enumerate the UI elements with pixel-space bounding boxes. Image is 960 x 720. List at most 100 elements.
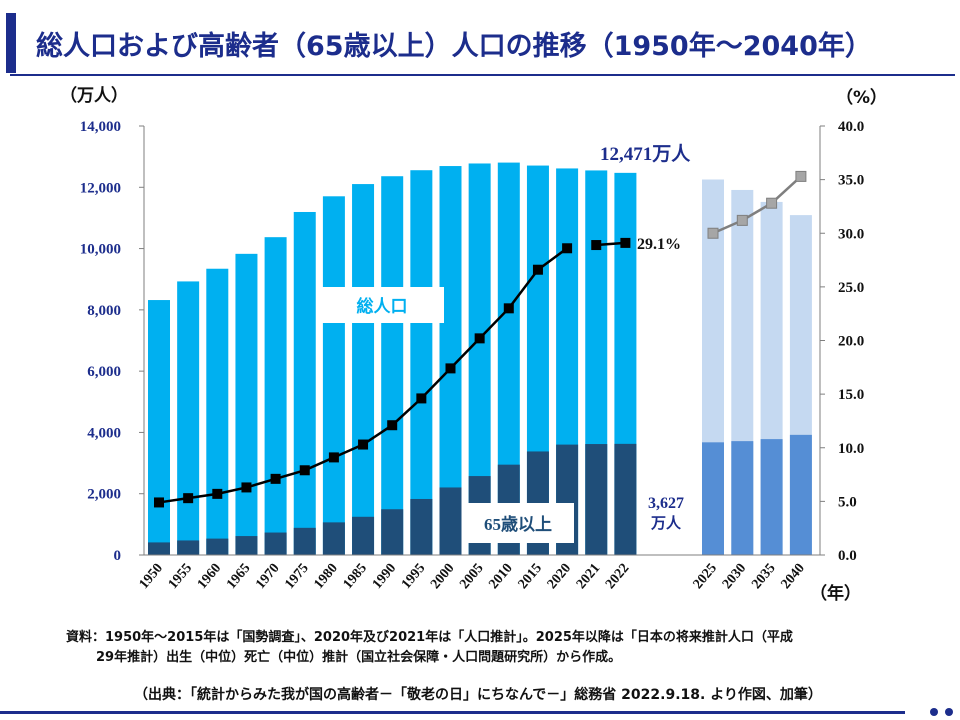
footer-dot [945,708,953,716]
population-chart: 0 2,000 4,000 6,000 8,000 10,000 12,000 14,000 0… [60,85,887,604]
total-value-label: 12,471万人 [600,143,691,165]
source-note: 資料：1950年～2015年は「国勢調査」、2020年及び2021年は「人口推計… [66,628,793,668]
bar-elderly [293,527,316,555]
rate-marker-projected [795,170,807,182]
rate-marker [620,237,631,248]
x-tick-label: 1995 [399,561,428,592]
elderly-label: 65歳以上 [484,514,552,534]
bar-total [439,166,462,555]
footer-dot [930,708,938,716]
bar-total [264,237,287,555]
rate-marker [591,240,602,251]
bar-total [497,162,520,555]
source-note-line-1: 資料：1950年～2015年は「国勢調査」、2020年及び2021年は「人口推計… [66,630,793,645]
x-tick-label: 1985 [341,561,370,592]
left-tick-label: 10,000 [80,242,121,258]
bar-elderly [264,532,287,555]
left-axis-unit: （万人） [60,85,128,106]
bar-elderly [381,509,404,555]
x-tick-label: 1975 [282,561,311,592]
source-note-line-2: 29年推計）出生（中位）死亡（中位）推計（国立社会保障・人口問題研究所）から作成… [96,650,622,665]
bar-total [381,176,404,556]
x-tick-label: 1960 [195,561,224,592]
elderly-label-box [462,503,574,543]
rate-marker [328,452,339,463]
rate-marker [154,497,164,508]
x-tick-label: 1970 [253,561,282,592]
elderly-value-unit: 万人 [650,514,682,532]
rate-marker [503,303,514,314]
left-tick-label: 6,000 [87,364,121,380]
bar-elderly-projected [731,441,754,555]
rate-marker [299,465,310,476]
x-tick-label: 2020 [545,561,574,592]
right-tick-label: 40.0 [838,119,864,135]
rate-marker [212,488,223,499]
bar-total [177,281,200,555]
x-tick-label: 1950 [137,561,166,592]
x-tick-label: 2030 [720,561,749,592]
right-tick-label: 0.0 [838,548,857,564]
bar-elderly-projected [789,434,812,555]
bar-total [352,184,375,555]
rate-value-label: 29.1% [637,236,681,253]
rate-marker [532,264,543,275]
rate-marker [358,439,369,450]
bar-elderly [148,542,170,555]
rate-marker [445,363,456,374]
left-tick-label: 12,000 [80,180,121,196]
bar-elderly [235,536,258,555]
x-tick-label: 1990 [370,561,399,592]
x-tick-label: 2040 [778,561,807,592]
rate-marker [387,420,398,431]
right-axis-unit: （%） [836,87,887,108]
x-tick-label: 1980 [311,561,340,592]
bar-elderly [439,487,462,555]
rate-marker [270,473,281,484]
bar-elderly [352,516,375,555]
x-tick-label: 2025 [691,561,720,592]
x-tick-label: 1955 [166,561,195,592]
bar-total [206,268,229,555]
right-tick-label: 30.0 [838,226,864,242]
page-title: 総人口および高齢者（65歳以上）人口の推移（1950年～2040年） [36,31,872,62]
rate-marker-projected [736,214,748,226]
bar-elderly [177,540,200,555]
title-underline [10,74,955,76]
rate-marker [241,482,252,493]
left-tick-label: 14,000 [80,119,121,135]
bar-total [322,196,345,555]
right-tick-label: 25.0 [838,280,864,296]
right-tick-label: 15.0 [838,387,864,403]
rate-marker-projected [766,197,778,209]
x-axis-unit: （年） [810,583,861,604]
left-tick-label: 4,000 [87,425,121,441]
rate-marker-projected [707,227,719,239]
rate-marker [183,493,194,504]
x-tick-label: 2005 [457,561,486,592]
bar-elderly [322,522,345,555]
x-tick-label: 2000 [428,561,457,592]
right-tick-label: 10.0 [838,441,864,457]
x-tick-label: 2021 [574,561,603,592]
rate-marker [474,333,485,344]
bar-total [293,211,316,555]
rate-marker [562,243,573,254]
rate-marker [416,393,427,404]
x-tick-label: 2035 [749,561,778,592]
right-tick-label: 35.0 [838,173,864,189]
elderly-value-number: 3,627 [648,495,684,512]
right-tick-label: 20.0 [838,334,864,350]
right-tick-label: 5.0 [838,494,857,510]
total-label-box [320,287,444,323]
bar-elderly [410,498,433,555]
bar-elderly [206,538,229,555]
bar-elderly-projected [760,439,783,555]
rate-line-projected [712,175,802,235]
bar-elderly [614,443,637,555]
bar-elderly-projected [702,442,724,555]
left-tick-label: 0 [114,548,122,564]
total-label: 総人口 [357,296,408,317]
x-tick-label: 1965 [224,561,253,592]
bar-elderly [585,444,608,555]
